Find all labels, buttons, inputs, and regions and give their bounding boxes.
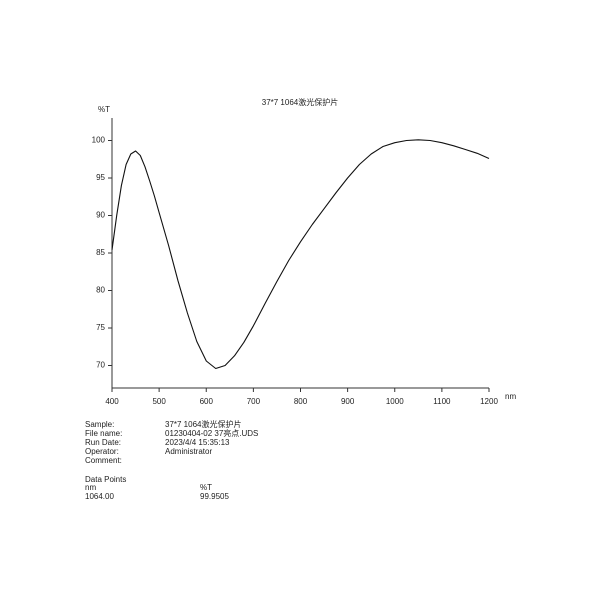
- info-value: 37*7 1064激光保护片: [165, 419, 241, 429]
- y-tick-label: 100: [92, 136, 106, 145]
- info-value: 01230404-02 37亮点.UDS: [165, 428, 258, 438]
- x-tick-label: 500: [152, 397, 166, 406]
- x-tick-label: 1000: [386, 397, 404, 406]
- info-label: Sample:: [85, 420, 114, 429]
- data-points-header: nm: [85, 483, 96, 492]
- x-axis-label: nm: [505, 392, 516, 401]
- info-label: File name:: [85, 429, 122, 438]
- info-label: Operator:: [85, 447, 119, 456]
- y-tick-label: 75: [96, 323, 105, 332]
- info-label: Comment:: [85, 456, 122, 465]
- data-points-cell: 99.9505: [200, 492, 229, 501]
- y-tick-label: 70: [96, 361, 105, 370]
- y-tick-label: 80: [96, 286, 105, 295]
- y-tick-label: 85: [96, 248, 105, 257]
- data-line: [111, 139, 490, 370]
- x-tick-label: 400: [105, 397, 119, 406]
- data-points-title: Data Points: [85, 475, 126, 484]
- data-points-header: %T: [200, 483, 212, 492]
- y-tick-label: 90: [96, 211, 105, 220]
- x-tick-label: 1200: [480, 397, 498, 406]
- info-value: 2023/4/4 15:35:13: [165, 438, 230, 447]
- x-tick-label: 900: [341, 397, 355, 406]
- chart-title: 37*7 1064激光保护片: [262, 97, 338, 107]
- x-tick-label: 600: [200, 397, 214, 406]
- info-value: Administrator: [165, 447, 212, 456]
- x-tick-label: 800: [294, 397, 308, 406]
- x-tick-label: 1100: [433, 397, 451, 406]
- data-points-cell: 1064.00: [85, 492, 114, 501]
- x-tick-label: 700: [247, 397, 261, 406]
- info-label: Run Date:: [85, 438, 121, 447]
- y-axis-label: %T: [98, 105, 110, 114]
- y-tick-label: 95: [96, 173, 105, 182]
